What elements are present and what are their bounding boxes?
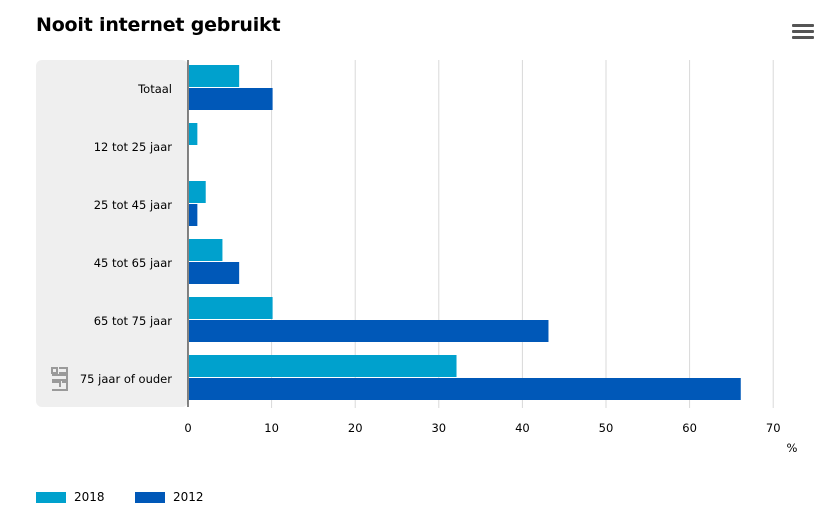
x-axis-tick-labels: 0 10 20 30 40 50 60 70	[184, 421, 780, 435]
legend-swatch-2018	[36, 491, 66, 503]
legend-label-2012: 2012	[173, 490, 204, 504]
category-label: 65 tot 75 jaar	[94, 314, 173, 328]
bar-2018[interactable]	[189, 297, 273, 319]
x-tick-label: 50	[599, 421, 614, 435]
legend-label-2018: 2018	[74, 490, 105, 504]
x-tick-label: 70	[766, 421, 781, 435]
bar-2018[interactable]	[189, 239, 223, 261]
bar-chart: Totaal 12 tot 25 jaar 25 tot 45 jaar 45 tot…	[36, 60, 798, 455]
x-tick-label: 60	[682, 421, 697, 435]
hamburger-menu-icon[interactable]	[792, 24, 814, 42]
bar-2012[interactable]	[189, 88, 273, 110]
x-tick-label: 10	[264, 421, 279, 435]
bar-2018[interactable]	[189, 65, 240, 87]
category-label: 45 tot 65 jaar	[94, 256, 173, 270]
category-labels: Totaal 12 tot 25 jaar 25 tot 45 jaar 45 tot…	[80, 82, 172, 386]
legend-item-2012[interactable]: 2012	[135, 490, 204, 504]
chart-title: Nooit internet gebruikt	[36, 14, 281, 36]
bars	[189, 65, 741, 400]
bar-2012[interactable]	[189, 204, 198, 226]
bar-2018[interactable]	[189, 123, 198, 145]
category-label: 12 tot 25 jaar	[94, 140, 173, 154]
category-label: 25 tot 45 jaar	[94, 198, 173, 212]
x-tick-label: 30	[431, 421, 446, 435]
bar-2012[interactable]	[189, 320, 549, 342]
category-label: 75 jaar of ouder	[80, 372, 172, 386]
x-tick-label: 40	[515, 421, 530, 435]
category-panel	[36, 60, 188, 407]
category-label: Totaal	[137, 82, 172, 96]
bar-2018[interactable]	[189, 181, 206, 203]
bar-2012[interactable]	[189, 262, 240, 284]
legend-swatch-2012	[135, 491, 165, 503]
bar-2012[interactable]	[189, 378, 741, 400]
cbs-logo-icon	[51, 367, 68, 391]
x-tick-label: 20	[348, 421, 363, 435]
x-tick-label: 0	[184, 421, 191, 435]
bar-2018[interactable]	[189, 355, 457, 377]
unit-label: %	[787, 441, 798, 455]
grid-lines	[271, 60, 774, 408]
legend-item-2018[interactable]: 2018	[36, 490, 105, 504]
